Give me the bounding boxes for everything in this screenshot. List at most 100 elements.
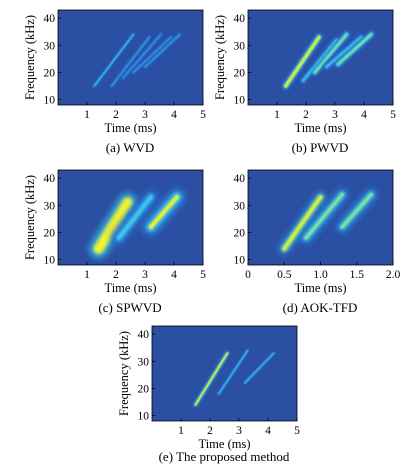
tf-component-4 [143, 32, 182, 69]
y-tick-label: 20 [234, 67, 246, 79]
x-tick-label: 2 [207, 425, 213, 437]
panel-0: 1 2 3 4 5 10 20 30 40 Time (ms) Frequency (kHz) (a)… [23, 9, 206, 155]
x-tick-label: 5 [200, 109, 206, 121]
y-tick-label: 10 [44, 255, 56, 267]
y-tick-label: 30 [44, 40, 56, 52]
y-tick-label: 20 [234, 227, 246, 239]
y-tick-label: 20 [138, 383, 150, 395]
tf-ridge [325, 36, 363, 69]
tf-ridge [340, 192, 373, 229]
x-tick-label: 4 [265, 425, 271, 437]
panel-caption: (d) AOK-TFD [283, 300, 358, 315]
x-tick-label: 2.0 [386, 269, 401, 281]
x-tick-label: 3 [142, 269, 148, 281]
tf-component-2 [121, 32, 163, 80]
plot-area [89, 188, 186, 259]
x-axis-label: Time (ms) [105, 121, 157, 135]
x-tick-label: 2 [303, 109, 309, 121]
tf-component-2 [142, 188, 186, 236]
tf-component-0 [193, 351, 230, 407]
y-tick-label: 10 [234, 95, 246, 107]
plot-area [193, 348, 276, 407]
y-tick-label: 30 [234, 40, 246, 52]
y-axis-label: Frequency (kHz) [23, 15, 37, 100]
panel-caption: (b) PWVD [292, 140, 349, 155]
x-tick-label: 4 [171, 269, 177, 281]
tf-component-1 [300, 188, 348, 244]
tf-component-3 [322, 33, 365, 71]
x-axis-label: Time (ms) [295, 121, 347, 135]
y-tick-label: 10 [138, 411, 150, 423]
x-tick-label: 0 [245, 269, 251, 281]
x-tick-label: 1 [178, 425, 184, 437]
tf-component-0 [278, 191, 327, 255]
x-axis-label: Time (ms) [105, 281, 157, 295]
tf-ridge [148, 194, 180, 230]
tf-component-1 [110, 188, 160, 247]
plot-background [58, 10, 203, 105]
tf-ridge [122, 33, 162, 79]
tf-component-0 [92, 32, 136, 88]
panel-caption: (e) The proposed method [159, 449, 290, 464]
y-tick-label: 40 [234, 173, 246, 185]
tf-component-1 [109, 35, 152, 88]
tf-ridge [218, 349, 249, 395]
tf-component-0 [281, 33, 323, 90]
y-tick-label: 40 [138, 329, 150, 341]
tf-ridge [304, 192, 344, 240]
x-tick-label: 1 [84, 269, 90, 281]
plot-frame [151, 325, 298, 422]
plot-frame [247, 9, 394, 106]
tf-ridge [111, 36, 150, 87]
x-tick-label: 4 [171, 109, 177, 121]
x-tick-label: 5 [200, 269, 206, 281]
y-tick-label: 30 [138, 356, 150, 368]
tf-ridge [116, 194, 154, 241]
y-tick-label: 10 [44, 95, 56, 107]
y-tick-label: 20 [44, 67, 56, 79]
panel-3: 0 0.5 1.0 1.5 2.0 10 20 30 40 Time (ms) (d) AOK-TF… [234, 169, 401, 315]
x-tick-label: 2 [113, 269, 119, 281]
x-tick-label: 5 [390, 109, 396, 121]
tf-ridge [302, 38, 338, 82]
tf-component-0 [89, 193, 138, 259]
panel-2: 1 2 3 4 5 10 20 30 40 Time (ms) Frequency (kHz) (c)… [23, 169, 206, 315]
x-tick-label: 4 [361, 109, 367, 121]
tf-ridge [284, 36, 321, 88]
x-tick-label: 1 [84, 109, 90, 121]
y-tick-label: 30 [234, 200, 246, 212]
y-axis-label: Frequency (kHz) [213, 15, 227, 100]
y-tick-label: 10 [234, 255, 246, 267]
x-tick-label: 0.5 [277, 269, 292, 281]
y-tick-label: 40 [44, 13, 56, 25]
tf-component-1 [216, 348, 250, 396]
x-axis-label: Time (ms) [295, 281, 347, 295]
panel-caption: (c) SPWVD [98, 300, 161, 315]
x-tick-label: 2 [113, 109, 119, 121]
tf-ridge [93, 33, 134, 87]
panel-4: 1 2 3 4 5 10 20 30 40 Time (ms) Frequency (kHz) (e)… [117, 325, 300, 464]
y-tick-label: 40 [44, 173, 56, 185]
tf-component-3 [131, 35, 174, 75]
x-axis-label: Time (ms) [199, 437, 251, 451]
x-tick-label: 1.0 [313, 269, 328, 281]
tf-component-2 [311, 31, 350, 76]
x-tick-label: 3 [236, 425, 242, 437]
plot-area [278, 188, 377, 255]
tf-ridge [313, 33, 348, 74]
x-tick-label: 1.5 [350, 269, 365, 281]
y-tick-label: 40 [234, 13, 246, 25]
tf-ridge [96, 200, 131, 252]
x-tick-label: 3 [332, 109, 338, 121]
x-tick-label: 5 [294, 425, 300, 437]
x-tick-label: 3 [142, 109, 148, 121]
y-axis-label: Frequency (kHz) [117, 331, 131, 416]
plot-background [152, 326, 297, 421]
plot-frame [57, 169, 204, 266]
plot-area [281, 31, 375, 90]
panel-1: 1 2 3 4 5 10 20 30 40 Time (ms) Frequency (kHz) (b)… [213, 9, 396, 155]
tf-ridge [132, 36, 172, 73]
panel-caption: (a) WVD [106, 140, 155, 155]
tf-component-4 [334, 31, 375, 68]
tf-ridge [244, 352, 275, 384]
